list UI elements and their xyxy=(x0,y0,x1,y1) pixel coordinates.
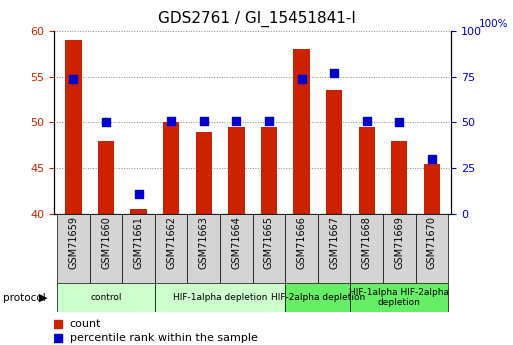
Text: percentile rank within the sample: percentile rank within the sample xyxy=(70,333,258,343)
Text: GSM71669: GSM71669 xyxy=(394,216,404,269)
Bar xyxy=(350,283,448,312)
Text: HIF-2alpha depletion: HIF-2alpha depletion xyxy=(271,293,365,302)
Text: GSM71667: GSM71667 xyxy=(329,216,339,269)
Point xyxy=(200,118,208,124)
Bar xyxy=(416,214,448,283)
Bar xyxy=(187,214,220,283)
Text: GSM71663: GSM71663 xyxy=(199,216,209,269)
Text: GSM71666: GSM71666 xyxy=(297,216,307,269)
Point xyxy=(167,118,175,124)
Bar xyxy=(130,209,147,214)
Text: GSM71661: GSM71661 xyxy=(133,216,144,269)
Point xyxy=(285,261,293,266)
Text: control: control xyxy=(90,293,122,302)
Text: count: count xyxy=(70,319,101,329)
Text: HIF-1alpha HIF-2alpha
depletion: HIF-1alpha HIF-2alpha depletion xyxy=(349,288,449,307)
Bar xyxy=(261,127,277,214)
Text: GSM71670: GSM71670 xyxy=(427,216,437,269)
Text: GSM71660: GSM71660 xyxy=(101,216,111,269)
Point xyxy=(330,70,338,76)
Point xyxy=(265,118,273,124)
Bar xyxy=(424,164,440,214)
Bar xyxy=(57,214,90,283)
Point xyxy=(102,120,110,125)
Point xyxy=(363,118,371,124)
Text: GSM71662: GSM71662 xyxy=(166,216,176,269)
Bar xyxy=(98,141,114,214)
Bar xyxy=(359,127,375,214)
Bar xyxy=(350,214,383,283)
Bar xyxy=(318,214,350,283)
Point xyxy=(298,76,306,81)
Text: GDS2761 / GI_15451841-I: GDS2761 / GI_15451841-I xyxy=(157,10,356,27)
Bar xyxy=(155,214,187,283)
Bar xyxy=(90,214,122,283)
Bar xyxy=(155,283,285,312)
Bar xyxy=(65,40,82,214)
Point xyxy=(134,191,143,197)
Bar xyxy=(383,214,416,283)
Bar xyxy=(195,132,212,214)
Text: GSM71665: GSM71665 xyxy=(264,216,274,269)
Text: 100%: 100% xyxy=(479,19,509,29)
Bar xyxy=(220,214,252,283)
Point xyxy=(232,118,241,124)
Point xyxy=(395,120,403,125)
Text: HIF-1alpha depletion: HIF-1alpha depletion xyxy=(173,293,267,302)
Bar xyxy=(122,214,155,283)
Text: GSM71668: GSM71668 xyxy=(362,216,372,269)
Text: protocol: protocol xyxy=(3,293,45,303)
Bar xyxy=(285,283,350,312)
Text: GSM71659: GSM71659 xyxy=(68,216,78,269)
Bar xyxy=(228,127,245,214)
Bar xyxy=(293,49,310,214)
Bar xyxy=(285,214,318,283)
Text: ▶: ▶ xyxy=(40,293,48,303)
Point xyxy=(428,156,436,162)
Bar xyxy=(326,90,342,214)
Text: GSM71664: GSM71664 xyxy=(231,216,241,269)
Point xyxy=(285,141,293,147)
Bar xyxy=(57,283,155,312)
Bar xyxy=(252,214,285,283)
Point xyxy=(69,76,77,81)
Bar xyxy=(163,122,180,214)
Bar xyxy=(391,141,407,214)
